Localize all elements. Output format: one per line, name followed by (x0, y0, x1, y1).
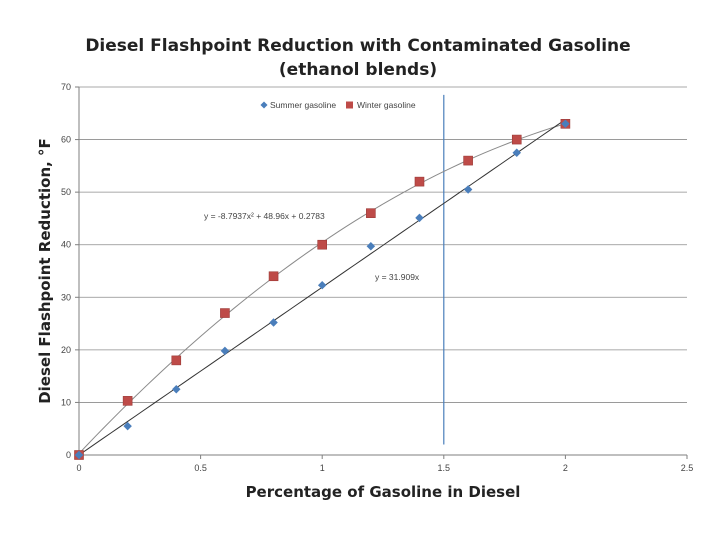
x-tick-label-3: 1.5 (438, 463, 451, 473)
trendline-label-summer: y = 31.909x (375, 272, 420, 282)
legend: Summer gasoline Winter gasoline (260, 100, 416, 110)
chart-subtitle: (ethanol blends) (279, 60, 437, 80)
gridlines (79, 86, 687, 403)
legend-marker-winter (346, 101, 353, 109)
chart-title: Diesel Flashpoint Reduction with Contami… (85, 36, 630, 56)
trendline-label-winter: y = -8.7937x² + 48.96x + 0.2783 (204, 211, 325, 221)
x-tick-label-0: 0 (76, 463, 81, 473)
y-tick-label-0: 0 (66, 450, 71, 460)
y-tick-label-7: 70 (61, 82, 71, 92)
data-points (74, 119, 571, 460)
point-summer-0 (74, 450, 84, 460)
point-summer-3 (220, 346, 230, 356)
point-winter-3 (220, 308, 230, 318)
x-tick-label-4: 2 (563, 463, 568, 473)
point-winter-5 (317, 239, 328, 250)
point-winter-7 (414, 176, 425, 187)
point-summer-7 (415, 213, 424, 223)
legend-label-summer: Summer gasoline (270, 100, 336, 110)
point-winter-9 (511, 134, 522, 145)
legend-marker-summer (260, 101, 268, 109)
y-tick-label-5: 50 (61, 187, 71, 197)
x-axis-title: Percentage of Gasoline in Diesel (246, 483, 521, 501)
y-tick-label-6: 60 (61, 135, 71, 145)
point-summer-8 (463, 185, 473, 194)
y-tick-label-4: 40 (61, 240, 71, 250)
point-summer-4 (269, 318, 278, 327)
point-winter-1 (122, 396, 133, 406)
y-axis-title: Diesel Flashpoint Reduction, °F (36, 138, 54, 404)
x-tick-label-1: 0.5 (194, 463, 207, 473)
point-summer-6 (366, 242, 376, 251)
point-summer-2 (172, 385, 181, 394)
tick-labels: 0 10 20 30 40 50 60 70 0 0.5 1 1.5 2 2.5 (61, 82, 693, 473)
point-winter-8 (463, 155, 473, 166)
x-tick-label-5: 2.5 (681, 463, 694, 473)
legend-label-winter: Winter gasoline (357, 100, 416, 110)
y-tick-label-1: 10 (61, 397, 71, 407)
point-winter-2 (171, 355, 182, 366)
point-summer-1 (123, 421, 132, 431)
point-winter-6 (366, 208, 376, 218)
point-winter-4 (268, 271, 279, 282)
axes (78, 87, 687, 456)
y-tick-label-3: 30 (61, 292, 71, 302)
x-tick-label-2: 1 (320, 463, 325, 473)
point-summer-5 (317, 280, 327, 290)
y-tick-label-2: 20 (61, 345, 71, 355)
